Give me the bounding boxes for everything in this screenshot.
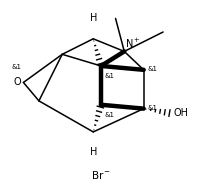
Text: H: H xyxy=(89,147,97,158)
Text: &1: &1 xyxy=(105,112,115,118)
Text: &1: &1 xyxy=(147,66,158,72)
Text: &1: &1 xyxy=(147,105,158,111)
Text: O: O xyxy=(14,77,21,87)
Text: OH: OH xyxy=(174,108,189,119)
Text: &1: &1 xyxy=(12,64,22,70)
Text: H: H xyxy=(89,13,97,23)
Text: &1: &1 xyxy=(105,73,115,79)
Text: Br$^-$: Br$^-$ xyxy=(91,169,111,181)
Text: N$^+$: N$^+$ xyxy=(125,37,141,50)
